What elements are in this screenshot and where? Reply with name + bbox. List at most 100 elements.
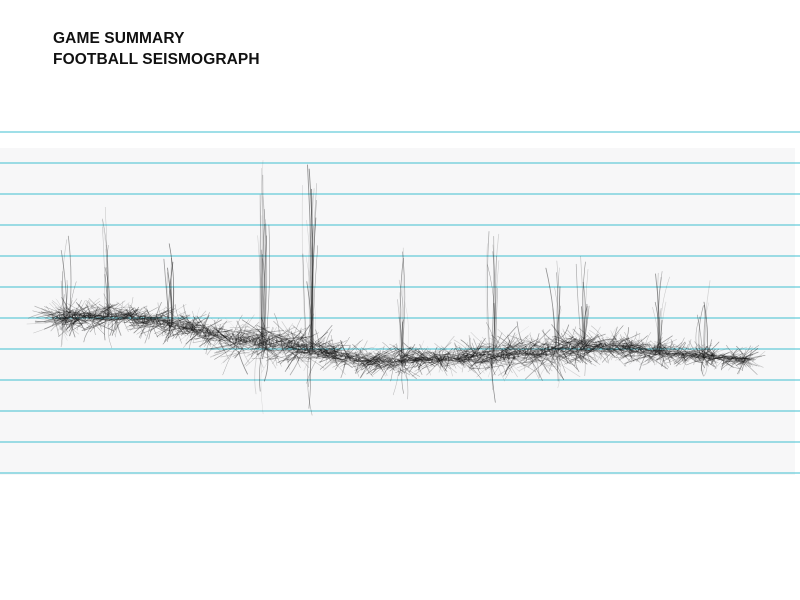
trace-stroke: [587, 339, 600, 344]
trace-stroke: [156, 317, 170, 323]
trace-stroke: [94, 318, 104, 320]
trace-stroke: [290, 332, 311, 348]
trace-stroke: [105, 309, 110, 314]
trace-stroke: [165, 311, 173, 328]
trace-stroke: [303, 350, 317, 354]
trace-stroke: [268, 334, 291, 341]
trace-stroke: [244, 341, 265, 366]
trace-stroke: [95, 318, 103, 328]
trace-stroke: [718, 355, 738, 357]
trace-stroke: [697, 343, 711, 357]
trace-stroke: [218, 328, 252, 335]
trace-stroke: [341, 342, 349, 355]
trace-stroke: [471, 342, 491, 350]
trace-stroke: [474, 354, 506, 364]
trace-stroke: [130, 308, 138, 316]
trace-stroke: [443, 351, 458, 362]
trace-stroke: [696, 314, 704, 358]
trace-stroke: [363, 346, 385, 357]
trace-stroke: [192, 324, 201, 343]
trace-stroke: [617, 344, 628, 347]
trace-stroke: [224, 334, 230, 347]
trace-stroke: [446, 350, 451, 356]
trace-stroke: [525, 354, 530, 362]
trace-stroke: [128, 314, 152, 324]
trace-stroke: [611, 339, 615, 346]
trace-stroke: [579, 344, 597, 347]
trace-stroke: [204, 319, 223, 329]
trace-stroke: [375, 348, 396, 360]
trace-stroke: [432, 355, 451, 370]
trace-stroke: [694, 356, 707, 363]
trace-stroke: [481, 361, 489, 363]
trace-stroke: [258, 343, 271, 352]
trace-stroke: [308, 347, 312, 409]
trace-stroke: [578, 335, 586, 347]
trace-stroke: [601, 337, 617, 352]
trace-stroke: [586, 344, 603, 359]
trace-stroke: [198, 336, 215, 347]
trace-stroke: [479, 344, 500, 352]
trace-stroke: [134, 314, 162, 318]
trace-stroke: [61, 315, 66, 328]
trace-stroke: [624, 354, 643, 357]
trace-stroke: [525, 346, 534, 358]
trace-stroke: [204, 337, 215, 339]
trace-stroke: [63, 280, 68, 316]
trace-stroke: [665, 354, 685, 364]
trace-stroke: [61, 297, 73, 316]
trace-stroke: [457, 362, 475, 372]
trace-stroke: [614, 350, 634, 357]
trace-stroke: [249, 341, 279, 356]
trace-stroke: [305, 256, 312, 349]
trace-stroke: [44, 306, 67, 315]
trace-stroke: [277, 333, 288, 339]
trace-stroke: [606, 347, 613, 352]
trace-stroke: [241, 321, 260, 339]
trace-stroke: [159, 311, 173, 319]
trace-stroke: [508, 348, 518, 351]
trace-stroke: [497, 335, 518, 353]
trace-stroke: [34, 318, 63, 323]
trace-stroke: [308, 348, 316, 353]
trace-stroke: [69, 314, 87, 325]
trace-stroke: [306, 219, 312, 349]
trace-stroke: [648, 356, 663, 361]
trace-stroke: [365, 362, 375, 365]
trace-stroke: [164, 318, 176, 329]
trace-stroke: [77, 321, 82, 331]
trace-stroke: [417, 356, 433, 368]
trace-stroke: [631, 331, 637, 345]
trace-stroke: [711, 352, 716, 358]
trace-stroke: [435, 354, 448, 372]
trace-stroke: [105, 316, 111, 321]
trace-stroke: [342, 345, 351, 356]
trace-stroke: [218, 338, 225, 352]
trace-stroke: [269, 345, 290, 350]
trace-stroke: [357, 360, 372, 374]
trace-stroke: [185, 332, 201, 345]
trace-stroke: [161, 322, 169, 336]
trace-stroke: [164, 323, 174, 334]
trace-stroke: [260, 249, 264, 343]
trace-stroke: [607, 340, 617, 349]
trace-stroke: [597, 341, 616, 358]
trace-stroke: [185, 329, 195, 333]
trace-stroke: [394, 353, 406, 367]
trace-stroke: [600, 346, 625, 356]
trace-stroke: [373, 360, 393, 375]
trace-stroke: [657, 343, 662, 352]
trace-stroke: [506, 340, 510, 349]
trace-stroke: [530, 354, 562, 361]
trace-stroke: [748, 355, 763, 360]
trace-stroke: [622, 354, 629, 360]
trace-stroke: [398, 292, 403, 358]
trace-stroke: [135, 307, 138, 313]
trace-stroke: [203, 344, 229, 350]
trace-stroke: [694, 355, 701, 361]
trace-stroke: [470, 332, 494, 350]
trace-stroke: [189, 321, 201, 335]
trace-stroke: [293, 333, 306, 347]
trace-stroke: [707, 350, 718, 358]
trace-stroke: [205, 337, 220, 343]
